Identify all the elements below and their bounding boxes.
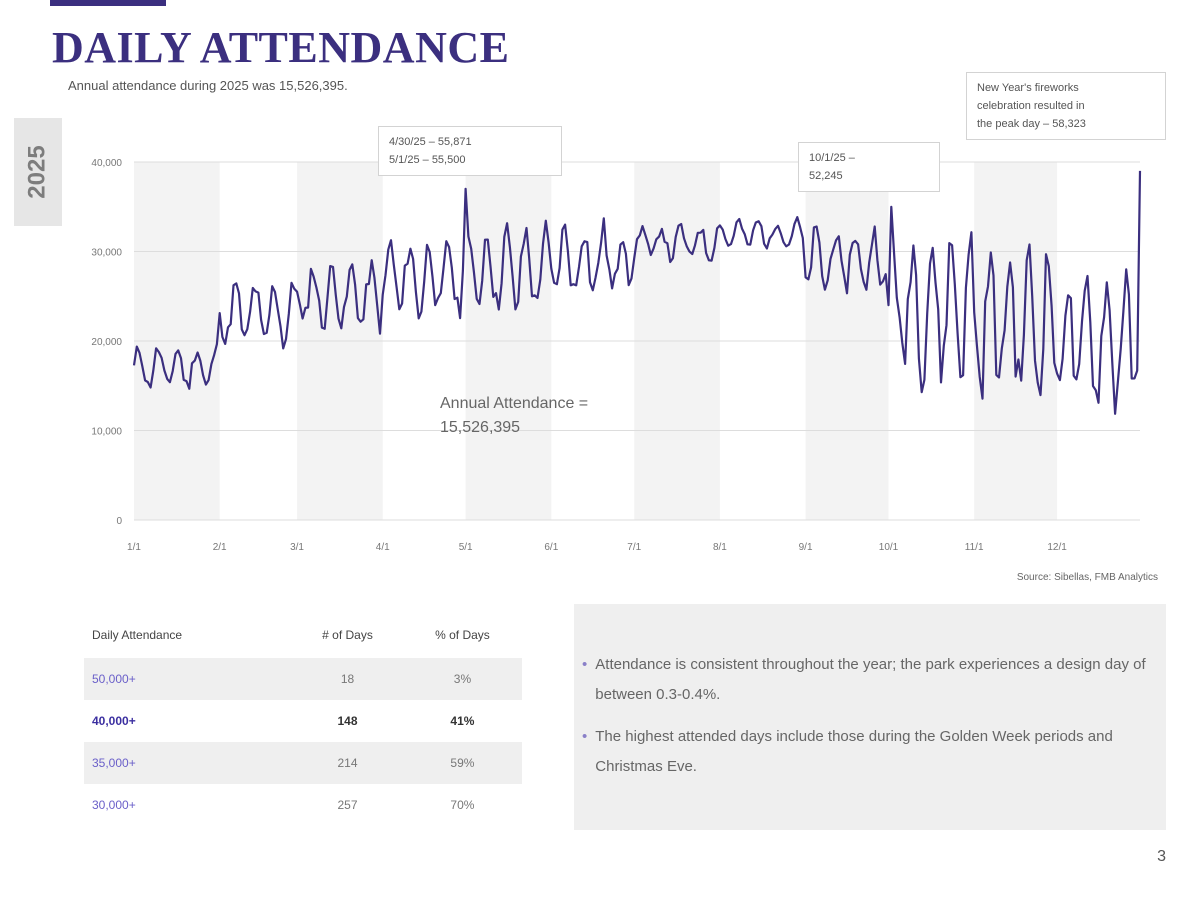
- x-tick-label: 11/1: [965, 542, 984, 553]
- year-tab-label: 2025: [24, 145, 52, 199]
- notes-panel: • Attendance is consistent throughout th…: [574, 604, 1166, 830]
- year-tab: 2025: [14, 118, 62, 226]
- callout-golden-week: 4/30/25 – 55,871 5/1/25 – 55,500: [378, 126, 562, 176]
- note-item: • The highest attended days include thos…: [582, 722, 1150, 782]
- table-cell-days: 148: [337, 714, 358, 728]
- callout-october: 10/1/25 – 52,245: [798, 142, 940, 192]
- x-tick-label: 5/1: [459, 542, 473, 553]
- callout-new-year: New Year's fireworks celebration resulte…: [966, 72, 1166, 140]
- table-cell-days: 214: [292, 742, 403, 784]
- x-tick-label: 8/1: [713, 542, 727, 553]
- y-tick-label: 20,000: [91, 337, 122, 348]
- x-tick-label: 9/1: [799, 542, 813, 553]
- attendance-table: Daily Attendance # of Days % of Days 50,…: [84, 612, 522, 826]
- y-tick-label: 40,000: [91, 158, 122, 169]
- y-tick-label: 30,000: [91, 248, 122, 259]
- note-item: • Attendance is consistent throughout th…: [582, 650, 1150, 710]
- table-header-row: Daily Attendance # of Days % of Days: [84, 612, 522, 658]
- callout-line: the peak day – 58,323: [977, 118, 1086, 130]
- table-cell-label: 35,000+: [84, 742, 293, 784]
- table-row: 50,000+ 18 3%: [84, 658, 522, 700]
- attendance-series-line: [132, 170, 1142, 415]
- table-row: 30,000+ 257 70%: [84, 784, 522, 826]
- page-title: DAILY ATTENDANCE: [52, 23, 510, 72]
- table-cell-label: 50,000+: [84, 658, 293, 700]
- callout-line: 5/1/25 – 55,500: [389, 154, 466, 166]
- y-tick-label: 0: [116, 516, 122, 527]
- page-subtitle: Annual attendance during 2025 was 15,526…: [68, 78, 348, 93]
- table-header: # of Days: [322, 628, 373, 642]
- x-tick-label: 4/1: [376, 542, 390, 553]
- x-tick-label: 1/1: [127, 542, 141, 553]
- bullet-icon: •: [582, 728, 588, 745]
- source-note: Source: Sibellas, FMB Analytics: [1016, 572, 1158, 583]
- callout-line: 52,245: [809, 170, 843, 182]
- accent-bar: [50, 0, 166, 6]
- y-tick-label: 10,000: [91, 427, 122, 438]
- x-tick-label: 12/1: [1047, 542, 1067, 553]
- table-cell-pct: 70%: [450, 798, 475, 812]
- page-number: 3: [1157, 848, 1166, 865]
- x-tick-label: 2/1: [213, 542, 227, 553]
- callout-line: celebration resulted in: [977, 100, 1085, 112]
- table-cell-pct: 3%: [402, 658, 522, 700]
- annual-attendance-value: 15,526,395: [440, 419, 521, 436]
- note-text: The highest attended days include those …: [595, 728, 1113, 775]
- table-row: 40,000+ 148 41%: [84, 700, 522, 742]
- table-header: % of Days: [435, 628, 490, 642]
- note-text: Attendance is consistent throughout the …: [595, 656, 1146, 703]
- table-cell-pct: 41%: [450, 714, 475, 728]
- table-cell-label: 30,000+: [92, 798, 136, 812]
- x-tick-label: 3/1: [290, 542, 304, 553]
- x-tick-label: 10/1: [879, 542, 899, 553]
- table-cell-pct: 59%: [402, 742, 522, 784]
- callout-line: 10/1/25 –: [809, 152, 855, 164]
- attendance-line-chart: 0 10,000 20,000 30,000 40,000 1/1 2/1 3/1 4/1 5/1…: [91, 158, 1142, 553]
- table-header: Daily Attendance: [92, 628, 183, 642]
- table-row: 35,000+ 214 59%: [84, 742, 522, 784]
- table-cell-label: 40,000+: [92, 714, 136, 728]
- annual-attendance-label: Annual Attendance = 15,526,395: [440, 392, 588, 440]
- callout-line: 4/30/25 – 55,871: [389, 136, 472, 148]
- annual-attendance-text: Annual Attendance =: [440, 395, 589, 412]
- table-cell-days: 18: [292, 658, 403, 700]
- x-tick-label: 7/1: [627, 542, 641, 553]
- table-cell-days: 257: [337, 798, 358, 812]
- callout-line: New Year's fireworks: [977, 82, 1079, 94]
- bullet-icon: •: [582, 656, 588, 673]
- x-tick-label: 6/1: [544, 542, 558, 553]
